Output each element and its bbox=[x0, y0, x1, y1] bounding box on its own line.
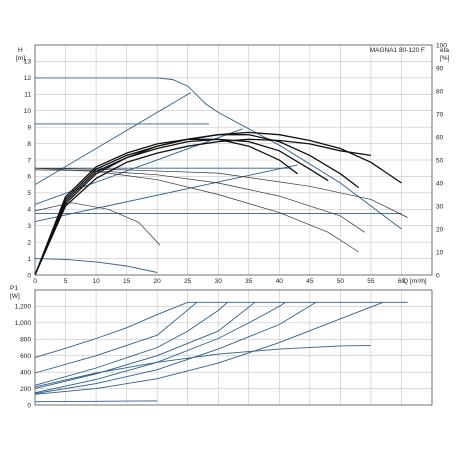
efficiency-curve bbox=[34, 138, 371, 276]
efficiency-curves bbox=[34, 131, 402, 276]
head-tick-label: 5 bbox=[27, 190, 31, 197]
power-curves bbox=[34, 301, 408, 403]
head-plot-axes: 0123456789101112130102030405060708090100… bbox=[24, 42, 447, 285]
head-curve-proportional-pressure bbox=[34, 128, 243, 205]
head-plot-grid bbox=[34, 44, 433, 276]
head-plot-labels: H [m] eta [%] MAGNA1 80-120 F Q [m³/h] bbox=[16, 47, 450, 285]
head-tick-label: 4 bbox=[27, 207, 31, 214]
head-tick-label: 7 bbox=[27, 157, 31, 164]
flow-tick-label: 40 bbox=[276, 278, 284, 285]
efficiency-tick-label: 0 bbox=[436, 272, 440, 279]
head-curve-max-curve bbox=[35, 77, 402, 230]
head-axis-label: H bbox=[18, 47, 23, 54]
head-tick-label: 0 bbox=[27, 272, 31, 279]
head-tick-label: 13 bbox=[24, 59, 32, 66]
efficiency-tick-label: 50 bbox=[436, 157, 444, 164]
flow-tick-label: 30 bbox=[215, 278, 223, 285]
efficiency-tick-label: 100 bbox=[436, 42, 447, 49]
efficiency-curve bbox=[34, 134, 360, 276]
flow-tick-label: 35 bbox=[245, 278, 253, 285]
head-plot-frame bbox=[34, 44, 433, 276]
head-curve-proportional-pressure bbox=[34, 164, 298, 223]
efficiency-tick-label: 80 bbox=[436, 88, 444, 95]
head-curve-min-curve bbox=[34, 258, 158, 273]
flow-tick-label: 45 bbox=[306, 278, 314, 285]
efficiency-tick-label: 20 bbox=[436, 226, 444, 233]
power-curve bbox=[34, 301, 256, 390]
head-axis-unit: [m] bbox=[16, 55, 25, 62]
head-curves bbox=[34, 77, 408, 273]
head-tick-label: 1 bbox=[27, 256, 31, 263]
power-curve bbox=[34, 301, 408, 358]
head-curve-proportional-pressure bbox=[34, 92, 191, 185]
efficiency-curve bbox=[34, 138, 298, 276]
power-tick-label: 200 bbox=[20, 386, 31, 393]
head-tick-label: 11 bbox=[24, 92, 31, 99]
head-tick-label: 8 bbox=[27, 141, 31, 148]
flow-axis-unit: [m³/h] bbox=[410, 278, 427, 285]
flow-tick-label: 5 bbox=[64, 278, 68, 285]
efficiency-axis-unit: [%] bbox=[440, 55, 450, 62]
flow-tick-label: 10 bbox=[92, 278, 100, 285]
efficiency-tick-label: 30 bbox=[436, 203, 444, 210]
head-tick-label: 6 bbox=[27, 174, 31, 181]
head-curve-speed-curve bbox=[34, 167, 408, 218]
flow-tick-label: 60 bbox=[398, 278, 406, 285]
power-tick-label: 1,000 bbox=[15, 320, 32, 327]
efficiency-tick-label: 70 bbox=[436, 111, 444, 118]
head-tick-label: 10 bbox=[24, 108, 32, 115]
power-axis-unit: [W] bbox=[10, 293, 20, 300]
power-curve bbox=[34, 301, 286, 394]
power-curve bbox=[34, 301, 228, 386]
head-curve-speed-curve bbox=[34, 202, 161, 246]
head-tick-label: 12 bbox=[24, 75, 32, 82]
power-plot-labels: P1 [W] bbox=[10, 285, 20, 300]
power-curve bbox=[34, 400, 158, 403]
power-curve bbox=[34, 301, 317, 394]
flow-tick-label: 20 bbox=[154, 278, 162, 285]
power-tick-label: 400 bbox=[20, 369, 31, 376]
efficiency-tick-label: 10 bbox=[436, 249, 444, 256]
head-curve-speed-curve bbox=[34, 169, 365, 233]
power-plot-axes: 0 200 400 600 800 1,000 1,200 bbox=[15, 289, 433, 409]
pump-model-label: MAGNA1 80-120 F bbox=[370, 47, 425, 54]
power-axis-label: P1 bbox=[10, 285, 18, 292]
flow-tick-label: 15 bbox=[123, 278, 131, 285]
efficiency-tick-label: 60 bbox=[436, 134, 444, 141]
power-plot-frame bbox=[34, 289, 433, 406]
power-curve bbox=[34, 344, 371, 388]
head-tick-label: 9 bbox=[27, 124, 31, 131]
efficiency-tick-label: 40 bbox=[436, 180, 444, 187]
power-curve bbox=[34, 301, 198, 374]
power-tick-label: 0 bbox=[27, 402, 31, 409]
power-plot-grid bbox=[34, 289, 433, 406]
power-tick-label: 800 bbox=[20, 337, 31, 344]
flow-tick-label: 50 bbox=[337, 278, 345, 285]
flow-axis-label: Q bbox=[403, 278, 408, 285]
head-tick-label: 2 bbox=[27, 239, 31, 246]
head-tick-label: 3 bbox=[27, 223, 31, 230]
efficiency-axis-label: eta bbox=[440, 47, 449, 54]
power-tick-label: 600 bbox=[20, 353, 31, 360]
efficiency-curve bbox=[34, 138, 329, 276]
flow-tick-label: 25 bbox=[184, 278, 192, 285]
flow-tick-label: 0 bbox=[33, 278, 37, 285]
power-curve bbox=[34, 301, 384, 395]
flow-tick-label: 55 bbox=[367, 278, 375, 285]
power-tick-label: 1,200 bbox=[15, 304, 32, 311]
efficiency-tick-label: 90 bbox=[436, 65, 444, 72]
